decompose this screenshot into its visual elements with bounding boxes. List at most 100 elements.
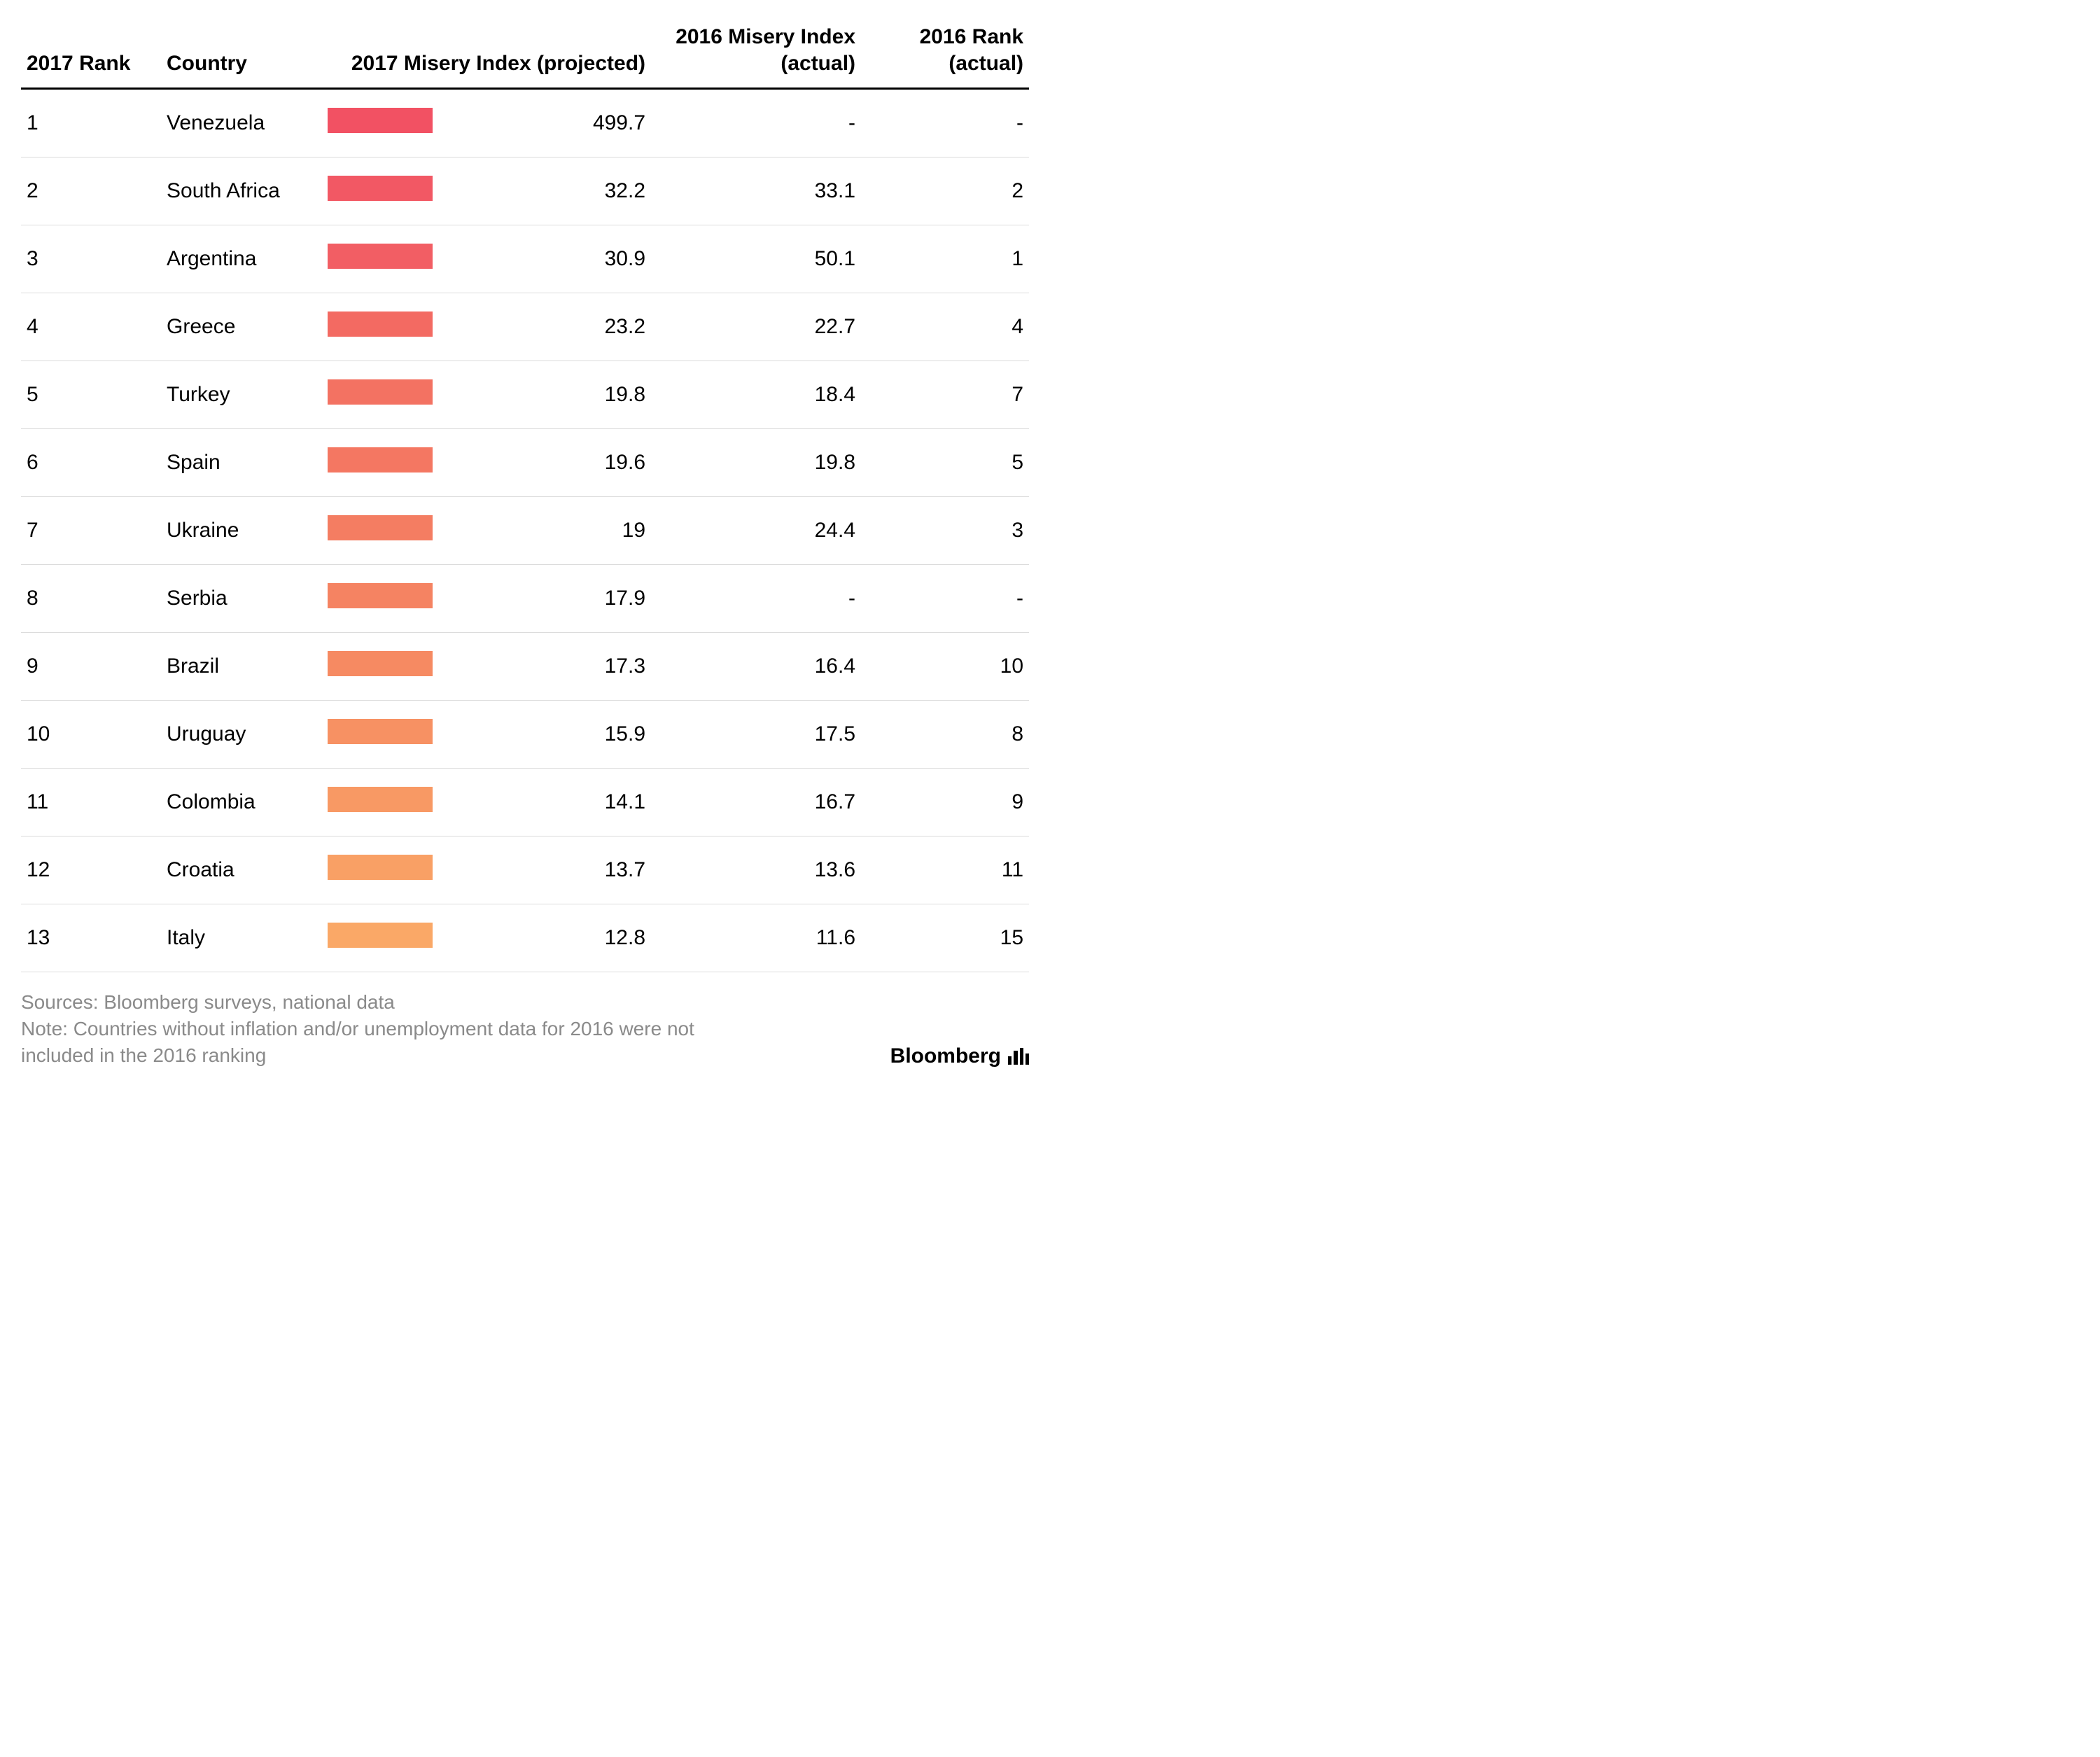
bloomberg-bars-icon xyxy=(1008,1048,1029,1065)
cell-country: Colombia xyxy=(161,769,322,836)
cell-2016-index: 16.7 xyxy=(651,769,861,836)
cell-bar xyxy=(322,565,441,633)
table-row: 2South Africa32.233.12 xyxy=(21,158,1029,225)
cell-country: Serbia xyxy=(161,565,322,633)
cell-rank: 9 xyxy=(21,633,161,701)
cell-country: Croatia xyxy=(161,836,322,904)
col-header-country: Country xyxy=(161,14,322,89)
cell-2017-index: 19.6 xyxy=(441,429,651,497)
cell-2016-index: 16.4 xyxy=(651,633,861,701)
cell-rank: 4 xyxy=(21,293,161,361)
cell-2016-rank: 10 xyxy=(861,633,1029,701)
table-footer: Sources: Bloomberg surveys, national dat… xyxy=(21,989,1029,1068)
cell-2016-index: 18.4 xyxy=(651,361,861,429)
table-row: 10Uruguay15.917.58 xyxy=(21,701,1029,769)
footnote-sources: Sources: Bloomberg surveys, national dat… xyxy=(21,989,756,1016)
index-bar xyxy=(328,787,433,812)
misery-index-table-container: 2017 Rank Country 2017 Misery Index (pro… xyxy=(0,0,1050,1089)
misery-index-table: 2017 Rank Country 2017 Misery Index (pro… xyxy=(21,14,1029,972)
cell-country: Brazil xyxy=(161,633,322,701)
table-row: 4Greece23.222.74 xyxy=(21,293,1029,361)
index-bar xyxy=(328,379,433,405)
table-row: 1Venezuela499.7-- xyxy=(21,89,1029,158)
cell-2016-rank: 8 xyxy=(861,701,1029,769)
index-bar xyxy=(328,651,433,676)
cell-2017-index: 23.2 xyxy=(441,293,651,361)
index-bar xyxy=(328,312,433,337)
cell-2017-index: 13.7 xyxy=(441,836,651,904)
table-row: 13Italy 12.811.615 xyxy=(21,904,1029,972)
index-bar xyxy=(328,108,433,133)
cell-2017-index: 32.2 xyxy=(441,158,651,225)
cell-bar xyxy=(322,361,441,429)
table-row: 7Ukraine 1924.43 xyxy=(21,497,1029,565)
cell-rank: 6 xyxy=(21,429,161,497)
cell-rank: 13 xyxy=(21,904,161,972)
cell-bar xyxy=(322,429,441,497)
index-bar xyxy=(328,855,433,880)
index-bar xyxy=(328,583,433,608)
cell-2016-index: 22.7 xyxy=(651,293,861,361)
cell-2017-index: 499.7 xyxy=(441,89,651,158)
table-row: 3Argentina30.950.11 xyxy=(21,225,1029,293)
cell-rank: 8 xyxy=(21,565,161,633)
cell-2017-index: 14.1 xyxy=(441,769,651,836)
table-row: 12Croatia13.713.611 xyxy=(21,836,1029,904)
cell-rank: 5 xyxy=(21,361,161,429)
cell-2016-index: 17.5 xyxy=(651,701,861,769)
cell-2016-index: - xyxy=(651,565,861,633)
cell-2016-rank: 7 xyxy=(861,361,1029,429)
cell-bar xyxy=(322,497,441,565)
table-header-row: 2017 Rank Country 2017 Misery Index (pro… xyxy=(21,14,1029,89)
cell-rank: 11 xyxy=(21,769,161,836)
cell-bar xyxy=(322,293,441,361)
cell-2017-index: 15.9 xyxy=(441,701,651,769)
cell-rank: 1 xyxy=(21,89,161,158)
cell-rank: 2 xyxy=(21,158,161,225)
cell-2016-index: 13.6 xyxy=(651,836,861,904)
cell-rank: 12 xyxy=(21,836,161,904)
footnotes: Sources: Bloomberg surveys, national dat… xyxy=(21,989,756,1068)
cell-country: Argentina xyxy=(161,225,322,293)
cell-2016-rank: - xyxy=(861,89,1029,158)
index-bar xyxy=(328,176,433,201)
cell-2016-rank: 5 xyxy=(861,429,1029,497)
index-bar xyxy=(328,923,433,948)
cell-country: South Africa xyxy=(161,158,322,225)
cell-2016-index: 11.6 xyxy=(651,904,861,972)
col-header-2016-index: 2016 Misery Index (actual) xyxy=(651,14,861,89)
cell-rank: 7 xyxy=(21,497,161,565)
cell-2017-index: 19.8 xyxy=(441,361,651,429)
cell-country: Italy xyxy=(161,904,322,972)
col-header-2016-rank: 2016 Rank (actual) xyxy=(861,14,1029,89)
cell-2016-index: 33.1 xyxy=(651,158,861,225)
cell-country: Venezuela xyxy=(161,89,322,158)
cell-2016-rank: - xyxy=(861,565,1029,633)
table-row: 8Serbia17.9-- xyxy=(21,565,1029,633)
cell-2016-rank: 1 xyxy=(861,225,1029,293)
cell-2016-index: - xyxy=(651,89,861,158)
cell-2016-rank: 4 xyxy=(861,293,1029,361)
cell-bar xyxy=(322,701,441,769)
cell-2016-rank: 15 xyxy=(861,904,1029,972)
cell-2017-index: 30.9 xyxy=(441,225,651,293)
cell-2016-index: 24.4 xyxy=(651,497,861,565)
cell-2017-index: 19 xyxy=(441,497,651,565)
col-header-rank: 2017 Rank xyxy=(21,14,161,89)
cell-bar xyxy=(322,158,441,225)
cell-bar xyxy=(322,769,441,836)
cell-bar xyxy=(322,633,441,701)
brand-label: Bloomberg xyxy=(890,1044,1029,1068)
cell-rank: 10 xyxy=(21,701,161,769)
cell-2016-rank: 3 xyxy=(861,497,1029,565)
cell-2016-rank: 9 xyxy=(861,769,1029,836)
footnote-note: Note: Countries without inflation and/or… xyxy=(21,1016,756,1069)
cell-2017-index: 12.8 xyxy=(441,904,651,972)
cell-country: Ukraine xyxy=(161,497,322,565)
cell-bar xyxy=(322,904,441,972)
cell-2016-rank: 2 xyxy=(861,158,1029,225)
table-row: 9Brazil17.316.410 xyxy=(21,633,1029,701)
cell-bar xyxy=(322,836,441,904)
table-row: 11Colombia 14.116.79 xyxy=(21,769,1029,836)
cell-2017-index: 17.9 xyxy=(441,565,651,633)
